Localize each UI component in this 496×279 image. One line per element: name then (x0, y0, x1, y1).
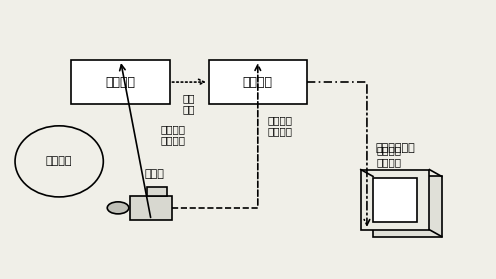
Bar (361, 170, 430, 230)
Text: 计算机显示器: 计算机显示器 (375, 143, 415, 153)
Text: 视频合成: 视频合成 (243, 76, 273, 88)
Text: 图形系统: 图形系统 (106, 76, 135, 88)
Bar (147, 187, 167, 196)
Bar (373, 176, 442, 237)
Bar (130, 196, 172, 220)
Bar (71, 60, 170, 104)
Text: 虚拟
物体: 虚拟 物体 (183, 93, 195, 115)
Bar (373, 178, 417, 222)
Text: 真实世界: 真实世界 (46, 156, 72, 166)
Text: 摄像机的
方位信息: 摄像机的 方位信息 (161, 124, 186, 146)
Text: 真实场景
视频图像: 真实场景 视频图像 (268, 115, 293, 137)
Bar (209, 60, 307, 104)
Text: 摄像机: 摄像机 (145, 169, 165, 179)
Circle shape (107, 202, 129, 214)
Text: 增强场景
视频图像: 增强场景 视频图像 (377, 145, 402, 167)
